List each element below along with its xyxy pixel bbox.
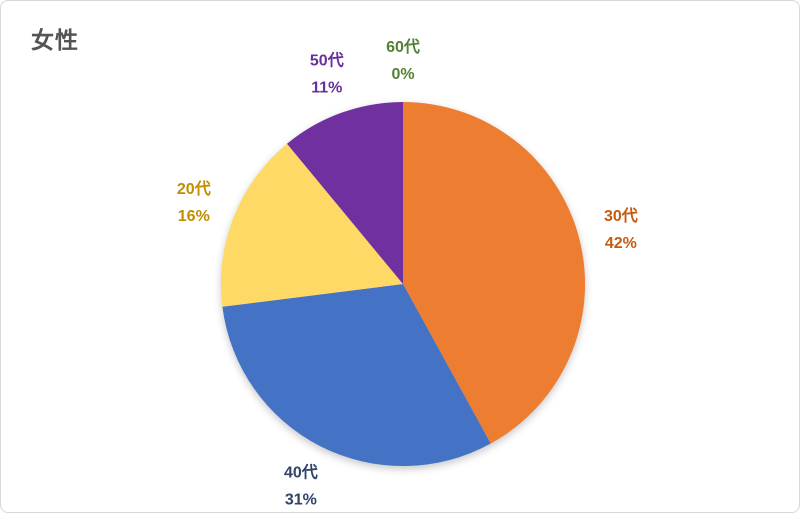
pie-label-30代: 30代 42% [604,206,638,252]
pie-label-60代: 60代 0% [386,37,420,83]
pie-slices [220,101,586,467]
pie-labels: 30代 42% 40代 31% 20代 16% 50代 11% 60代 0% [177,37,638,509]
pie-label-20代: 20代 16% [177,179,211,225]
pie-label-40代: 40代 31% [284,463,318,509]
pie-slice-50代 [287,102,403,284]
chart-title: 女性 [31,27,79,53]
pie-slice-40代 [222,284,491,467]
pie-label-50代: 50代 11% [310,50,344,96]
pie-slice-20代 [220,143,403,307]
pie-slice-30代 [403,101,586,444]
